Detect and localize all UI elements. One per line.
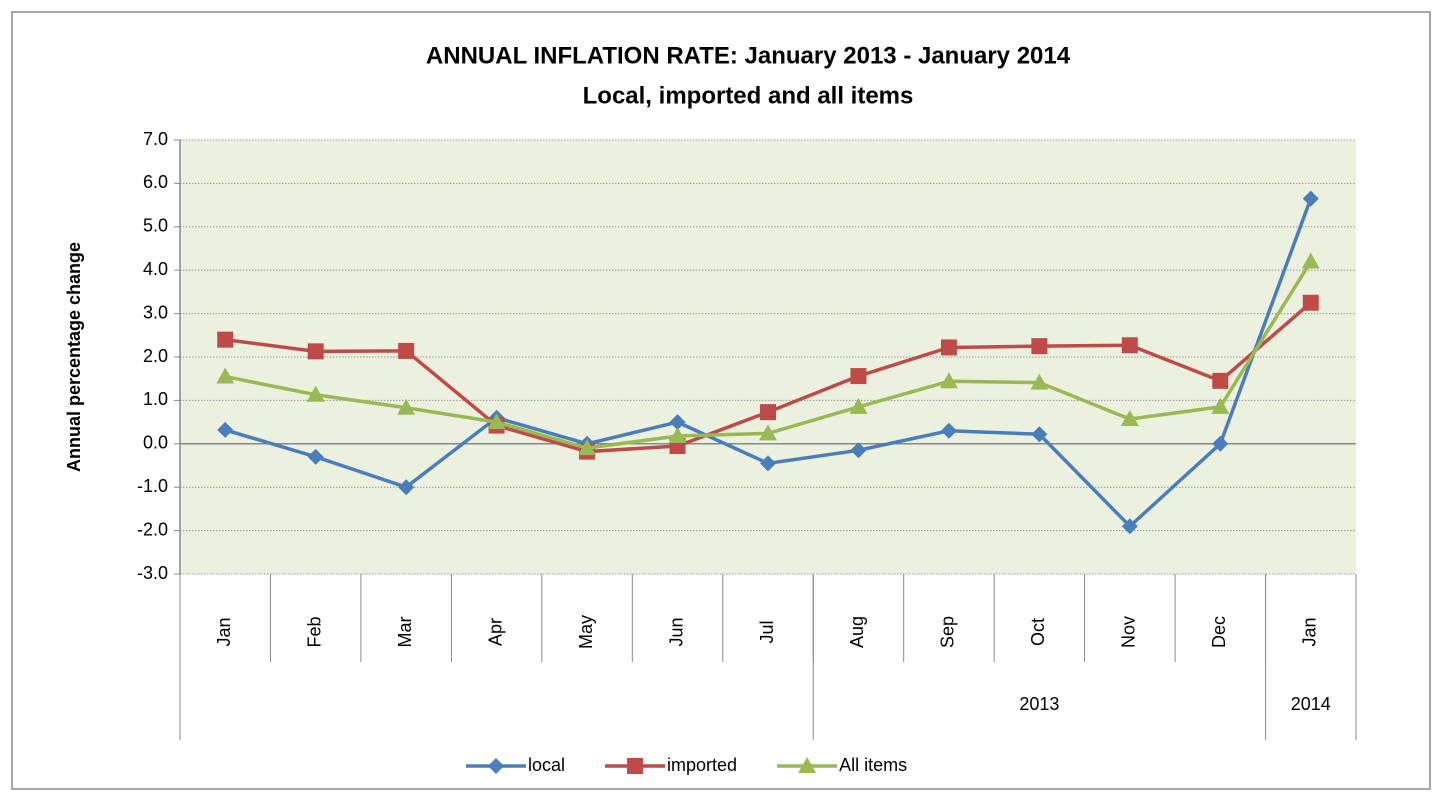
x-tick-label: Feb [304,616,324,647]
data-point [306,385,325,402]
x-tick-label: Jun [666,617,686,646]
legend-marker [798,757,817,773]
data-point [1301,252,1320,269]
legend-marker [488,758,504,774]
data-point [217,331,234,348]
data-point [850,368,867,385]
legend-label: imported [667,755,737,775]
x-tick-label: Nov [1119,616,1139,648]
data-point [760,404,776,421]
data-point [940,339,957,356]
data-point [759,424,777,441]
data-point [1302,190,1319,207]
data-point [307,448,324,465]
data-point [1212,435,1229,452]
data-point [1031,426,1048,443]
x-tick-label: Oct [1028,618,1048,646]
y-tick-label: 0.0 [143,433,168,453]
data-point [1120,410,1139,427]
y-tick-label: 2.0 [143,346,168,366]
data-point [1030,373,1049,390]
group-label: 2014 [1291,694,1331,714]
group-label: 2013 [1019,694,1059,714]
chart-subtitle: Local, imported and all items [583,82,914,109]
x-tick-label: Apr [485,618,505,646]
data-point [1302,294,1319,311]
x-tick-label: Mar [395,616,415,647]
data-point [217,421,234,438]
data-point [487,413,506,430]
data-point [760,455,776,472]
y-tick-label: 1.0 [143,389,168,409]
data-point [1031,338,1048,355]
data-point [1211,397,1230,414]
data-point [850,442,867,459]
y-tick-label: 6.0 [143,172,168,192]
data-point [216,367,235,384]
y-tick-label: 4.0 [143,259,168,279]
x-tick-label: Jan [214,617,234,646]
x-tick-label: Jul [757,620,777,643]
data-point [398,342,415,359]
legend-label: local [528,755,565,775]
data-point [1121,337,1138,354]
y-axis-label: Annual percentage change [64,242,84,472]
data-point [397,398,416,415]
data-point [849,397,868,414]
y-tick-label: -3.0 [137,563,168,583]
data-point [939,372,958,389]
y-tick-label: 5.0 [143,216,168,236]
data-point [1121,518,1138,535]
data-point [1212,372,1229,389]
x-tick-label: May [576,615,596,649]
x-tick-label: Dec [1209,616,1229,648]
x-tick-label: Aug [847,616,867,648]
data-point [668,426,687,443]
x-tick-label: Sep [938,616,958,648]
data-point [398,479,415,496]
legend-marker [627,758,644,774]
y-tick-label: 3.0 [143,302,168,322]
data-point [578,439,597,456]
y-tick-label: -2.0 [137,519,168,539]
legend-label: All items [839,755,907,775]
data-point [307,343,324,360]
data-point [669,414,686,431]
chart-title: ANNUAL INFLATION RATE: January 2013 - Ja… [426,42,1071,69]
y-tick-label: 7.0 [143,129,168,149]
x-tick-label: Jan [1300,617,1320,646]
data-point [940,422,957,439]
y-tick-label: -1.0 [137,476,168,496]
